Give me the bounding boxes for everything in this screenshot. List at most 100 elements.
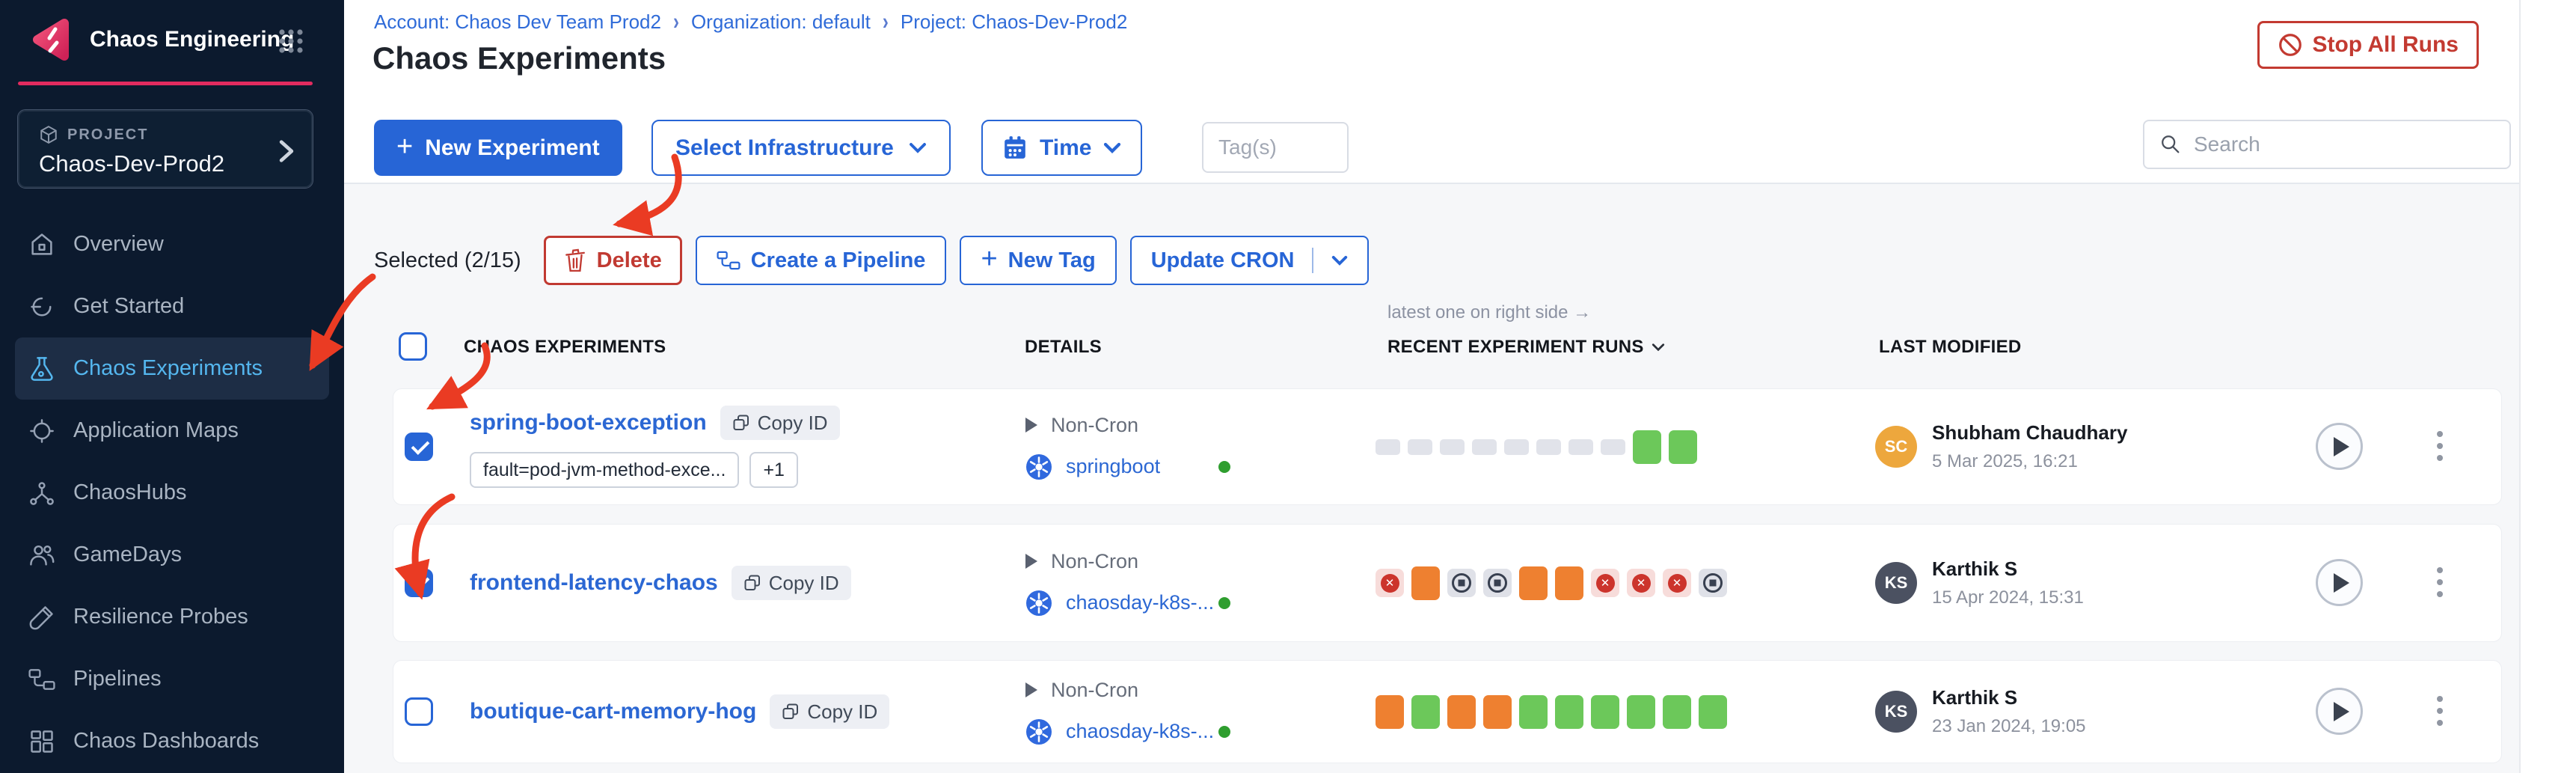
run-status-running[interactable] (1555, 566, 1583, 600)
breadcrumb-project[interactable]: Project: Chaos-Dev-Prod2 (900, 10, 1128, 33)
sidebar-item-chaoshubs[interactable]: ChaosHubs (15, 462, 329, 524)
experiment-name-link[interactable]: frontend-latency-chaos (470, 570, 718, 595)
run-status-passed[interactable] (1627, 694, 1655, 729)
run-status-stopped[interactable] (1483, 569, 1512, 597)
modified-date: 23 Jan 2024, 19:05 (1932, 716, 2086, 736)
chevron-down-icon (909, 143, 926, 153)
new-experiment-button[interactable]: + New Experiment (374, 120, 622, 176)
run-status-none[interactable] (1408, 439, 1432, 455)
run-status-none[interactable] (1536, 439, 1561, 455)
run-status-running[interactable] (1483, 694, 1512, 729)
time-filter-dropdown[interactable]: Time (981, 120, 1143, 176)
row-checkbox[interactable] (405, 433, 433, 461)
probe-icon (29, 605, 53, 629)
run-status-failed[interactable] (1591, 569, 1619, 597)
run-status-failed[interactable] (1663, 569, 1691, 597)
run-status-passed[interactable] (1669, 430, 1697, 464)
run-status-passed[interactable] (1699, 694, 1727, 729)
expand-triangle-icon[interactable] (1025, 682, 1037, 697)
expand-triangle-icon[interactable] (1025, 418, 1037, 433)
get-started-icon (31, 297, 52, 316)
update-cron-button[interactable]: Update CRON (1129, 236, 1370, 285)
stop-all-runs-button[interactable]: Stop All Runs (2257, 21, 2479, 69)
infrastructure-link[interactable]: chaosday-k8s-... (1066, 591, 1215, 614)
column-header-recent-runs[interactable]: RECENT EXPERIMENT RUNS (1387, 337, 1665, 358)
run-status-stopped[interactable] (1447, 569, 1476, 597)
run-status-passed[interactable] (1519, 694, 1548, 729)
row-menu-button[interactable] (2434, 428, 2446, 464)
run-status-running[interactable] (1411, 566, 1440, 600)
chevron-down-icon[interactable] (1331, 255, 1348, 266)
experiment-tag-more[interactable]: +1 (749, 452, 798, 488)
run-status-passed[interactable] (1663, 694, 1691, 729)
run-status-running[interactable] (1376, 694, 1404, 729)
run-status-failed[interactable] (1627, 569, 1655, 597)
copy-icon (733, 415, 749, 430)
row-menu-button[interactable] (2434, 693, 2446, 729)
breadcrumb-organization[interactable]: Organization: default (690, 10, 871, 33)
run-status-passed[interactable] (1411, 694, 1440, 729)
row-menu-button[interactable] (2434, 564, 2446, 600)
project-selector[interactable]: PROJECT Chaos-Dev-Prod2 (17, 109, 313, 189)
pipeline-icon (717, 251, 740, 270)
copy-id-button[interactable]: Copy ID (720, 406, 840, 440)
schedule-type: Non-Cron (1051, 549, 1139, 572)
sidebar-item-overview[interactable]: Overview (15, 213, 329, 275)
dashboard-icon (31, 730, 53, 753)
create-pipeline-button[interactable]: Create a Pipeline (695, 236, 947, 285)
new-tag-button[interactable]: + New Tag (960, 236, 1117, 285)
sidebar-item-gamedays[interactable]: GameDays (15, 524, 329, 586)
run-experiment-button[interactable] (2316, 688, 2363, 735)
experiment-name-link[interactable]: boutique-cart-memory-hog (470, 699, 757, 724)
run-status-none[interactable] (1376, 439, 1400, 455)
sidebar-item-pipelines[interactable]: Pipelines (15, 648, 329, 710)
infrastructure-link[interactable]: springboot (1066, 455, 1161, 477)
run-status-none[interactable] (1440, 439, 1465, 455)
sidebar-item-get-started[interactable]: Get Started (15, 275, 329, 337)
run-status-none[interactable] (1504, 439, 1529, 455)
run-experiment-button[interactable] (2316, 423, 2363, 470)
run-status-none[interactable] (1568, 439, 1593, 455)
sidebar-item-label: ChaosHubs (73, 480, 187, 504)
run-status-passed[interactable] (1555, 694, 1583, 729)
run-status-running[interactable] (1519, 566, 1548, 600)
run-status-passed[interactable] (1633, 430, 1661, 464)
run-status-failed[interactable] (1376, 569, 1404, 597)
infrastructure-link[interactable]: chaosday-k8s-... (1066, 720, 1215, 742)
delete-button[interactable]: Delete (543, 236, 682, 285)
target-icon (30, 418, 54, 443)
run-experiment-button[interactable] (2316, 559, 2363, 606)
experiment-name-link[interactable]: spring-boot-exception (470, 410, 707, 435)
breadcrumb-separator: › (882, 8, 889, 35)
play-icon (2334, 436, 2349, 456)
experiment-row-boutique-cart-memory-hog: boutique-cart-memory-hog Copy ID Non-Cro… (393, 660, 2502, 763)
breadcrumb-account[interactable]: Account: Chaos Dev Team Prod2 (374, 10, 661, 33)
sidebar-item-label: Resilience Probes (73, 605, 248, 629)
run-status-passed[interactable] (1591, 694, 1619, 729)
sidebar-nav: Overview Get Started Chaos Experiments (0, 213, 344, 772)
app-title: Chaos Engineering (90, 27, 295, 52)
run-status-none[interactable] (1472, 439, 1497, 455)
sidebar-item-resilience-probes[interactable]: Resilience Probes (15, 586, 329, 648)
infra-status-dot (1218, 725, 1230, 738)
select-infrastructure-dropdown[interactable]: Select Infrastructure (651, 120, 951, 176)
row-checkbox[interactable] (405, 569, 433, 597)
project-label: PROJECT (67, 126, 149, 143)
sidebar-item-chaos-dashboards[interactable]: Chaos Dashboards (15, 710, 329, 772)
run-status-none[interactable] (1601, 439, 1625, 455)
run-status-running[interactable] (1447, 694, 1476, 729)
copy-id-button[interactable]: Copy ID (731, 566, 851, 600)
tags-filter-input[interactable]: Tag(s) (1202, 122, 1349, 173)
people-icon (30, 545, 55, 566)
search-input[interactable]: Search (2143, 120, 2511, 169)
row-checkbox[interactable] (405, 697, 433, 726)
selection-action-bar: Selected (2/15) Delete Create a Pipeline… (374, 236, 1370, 285)
experiment-row-frontend-latency-chaos: frontend-latency-chaos Copy ID Non-Cron (393, 524, 2502, 642)
run-status-stopped[interactable] (1699, 569, 1727, 597)
module-switcher-grid-icon[interactable] (278, 28, 304, 54)
sidebar-item-chaos-experiments[interactable]: Chaos Experiments (15, 337, 329, 400)
select-all-checkbox[interactable] (399, 332, 427, 361)
sidebar-item-application-maps[interactable]: Application Maps (15, 400, 329, 462)
expand-triangle-icon[interactable] (1025, 554, 1037, 569)
copy-id-button[interactable]: Copy ID (770, 694, 890, 729)
